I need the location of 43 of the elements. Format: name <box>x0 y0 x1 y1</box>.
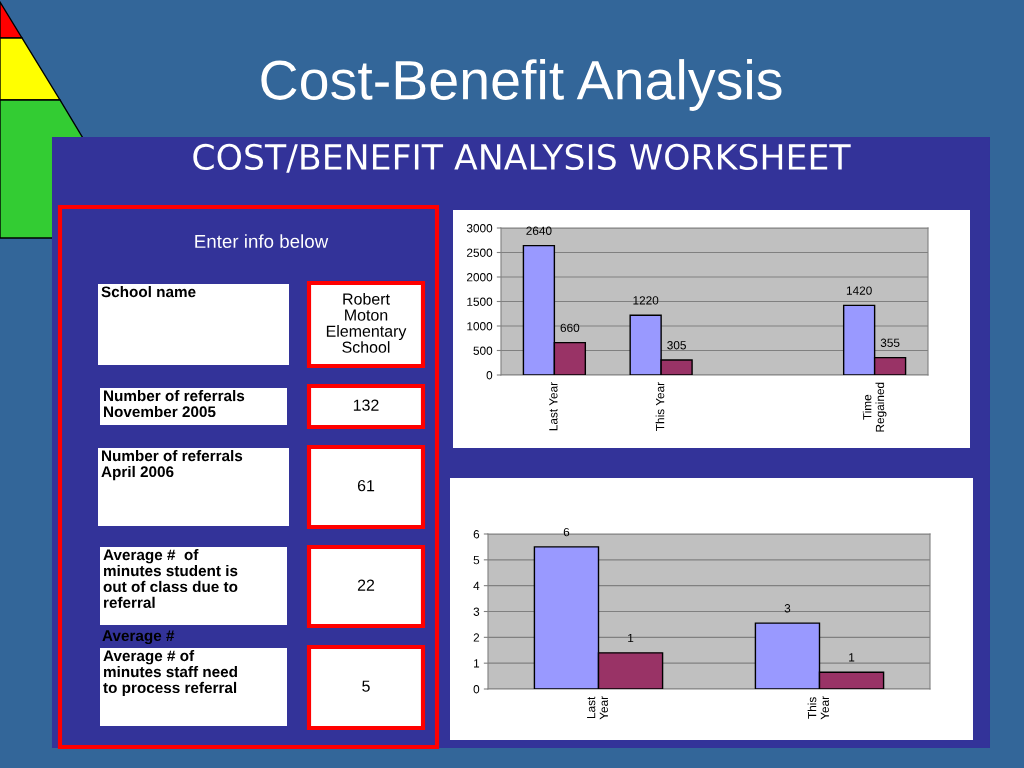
text: 22 <box>357 579 375 591</box>
text: 61 <box>357 479 375 492</box>
data-label: 1420 <box>846 286 872 295</box>
text: Number of referrals April 2006 <box>101 450 243 481</box>
y-tick-label: 1000 <box>467 322 493 331</box>
y-tick-label: 2000 <box>467 273 493 282</box>
y-tick-label: 1500 <box>467 297 493 306</box>
data-label: 305 <box>667 341 686 350</box>
data-label: 1220 <box>633 296 659 305</box>
y-tick-label: 3000 <box>466 224 493 233</box>
x-tick-label: Last Year <box>549 382 558 431</box>
y-tick-label: 2500 <box>467 248 493 257</box>
text: School name <box>101 286 196 298</box>
text: Average # <box>102 630 175 645</box>
text: Number of referrals November 2005 <box>104 390 245 418</box>
x-tick-label: This Year <box>807 696 830 720</box>
data-label: 660 <box>560 323 580 332</box>
data-label: 6 <box>563 527 570 537</box>
text: 5 <box>362 680 370 692</box>
y-tick-label: 4 <box>473 581 480 590</box>
data-label: 355 <box>880 338 900 347</box>
text: Average # of minutes staff need to process referral <box>103 650 237 697</box>
data-label: 2640 <box>526 226 552 235</box>
y-tick-label: 500 <box>473 346 493 355</box>
text: Average # of minutes student is out of class due to referral <box>103 549 238 608</box>
y-tick-label: 6 <box>473 530 480 539</box>
y-tick-label: 1 <box>474 659 480 668</box>
text: Cost-Benefit Analysis <box>261 59 782 111</box>
data-label: 3 <box>784 604 791 613</box>
x-tick-label: Last Year <box>587 696 609 720</box>
y-tick-label: 2 <box>473 633 480 642</box>
y-tick-label: 3 <box>473 607 480 616</box>
text: 132 <box>353 399 379 411</box>
data-label: 1 <box>849 653 855 662</box>
x-tick-label: Time Regained <box>862 382 887 432</box>
text: Enter info below <box>195 234 329 249</box>
x-tick-label: This Year <box>655 382 665 431</box>
y-tick-label: 0 <box>473 685 480 694</box>
y-tick-label: 0 <box>486 371 493 380</box>
y-tick-label: 5 <box>473 555 480 565</box>
data-label: 1 <box>628 633 634 643</box>
text: Robert Moton Elementary School <box>326 292 407 353</box>
text: COST/BENEFIT ANALYSIS WORKSHEET <box>193 143 851 173</box>
